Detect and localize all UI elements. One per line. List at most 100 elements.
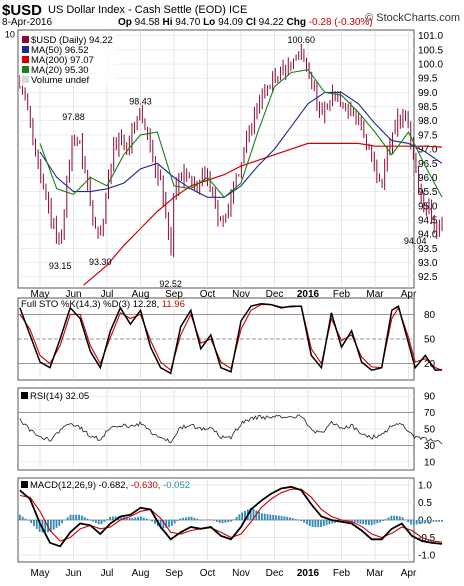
macd-hist-bar <box>398 516 401 520</box>
macd-hist-bar <box>210 519 213 520</box>
macd-hist-bar <box>418 520 421 524</box>
macd-y-tick: 0.5 <box>418 498 432 509</box>
macd-hist-bar <box>109 516 111 520</box>
macd-hist-bar <box>44 520 47 533</box>
macd-hist-bar <box>230 520 232 522</box>
macd-hist-bar <box>106 519 109 520</box>
sto-k-line <box>19 302 443 375</box>
macd-hist-bar <box>86 518 89 520</box>
macd-hist-bar <box>176 520 179 522</box>
x-tick-label-bottom: Aug <box>132 568 150 579</box>
macd-hist-bar <box>72 514 75 520</box>
macd-hist-bar <box>407 520 410 523</box>
macd-hist-bar <box>213 520 215 521</box>
legend-sto: Full STO %K(14,3) %D(3) 12.28, 11.96 <box>21 299 185 310</box>
macd-hist-bar <box>396 515 398 520</box>
macd-hist-bar <box>221 520 224 524</box>
legend-swatch-volume <box>22 76 29 83</box>
macd-hist-bar <box>238 514 241 520</box>
x-tick-label-top: Jul <box>101 289 114 300</box>
macd-hist-bar <box>187 516 190 520</box>
macd-hist-bar <box>421 520 424 524</box>
x-tick-label-top: Dec <box>266 289 284 300</box>
rsi-legend: RSI(14) 32.05 <box>21 391 89 402</box>
macd-hist-bar <box>241 512 244 520</box>
ohlc-readout: Op 94.58 Hi 94.70 Lo 94.09 Cl 94.22 Chg … <box>118 17 373 28</box>
sto-y-tick: 50 <box>424 335 436 346</box>
macd-y-tick: -0.5 <box>418 533 436 544</box>
x-tick-label-top: May <box>31 289 50 300</box>
legend-macd-value: MACD(12,26,9) -0.682, <box>30 480 128 491</box>
x-tick-label-top: 2016 <box>297 289 320 300</box>
macd-hist-bar <box>331 520 334 524</box>
price-y-tick: 98.5 <box>418 102 438 113</box>
x-tick-label-bottom: Jul <box>101 568 114 579</box>
macd-hist-bar <box>289 517 291 520</box>
price-y-tick: 95.5 <box>418 187 438 198</box>
sto-y-tick: 80 <box>424 310 436 321</box>
x-tick-label-bottom: 2016 <box>297 568 320 579</box>
macd-hist-bar <box>224 520 227 523</box>
macd-hist-bar <box>325 520 328 526</box>
rsi-y-tick: 30 <box>424 441 436 452</box>
price-annotation: 93.30 <box>89 257 112 267</box>
x-tick-label-bottom: May <box>31 568 50 579</box>
macd-hist-bar <box>294 519 297 520</box>
low-value: 94.09 <box>218 17 244 28</box>
macd-hist-bar <box>30 520 33 524</box>
macd-hist-bar <box>384 519 387 520</box>
macd-hist-bar <box>227 520 230 523</box>
price-annotation: 98.43 <box>129 97 152 107</box>
macd-hist-bar <box>367 520 370 525</box>
price-y-tick: 93.0 <box>418 258 438 269</box>
low-label: Lo <box>203 17 216 28</box>
rsi-y-tick: 50 <box>424 425 436 436</box>
price-annotation: 97.88 <box>62 112 85 122</box>
x-tick-label-top: Feb <box>333 289 351 300</box>
price-y-tick: 93.5 <box>418 244 438 255</box>
macd-hist-bar <box>24 518 27 520</box>
macd-hist-bar <box>283 516 286 520</box>
legend-swatch-ma50 <box>22 46 29 53</box>
macd-hist-bar <box>94 520 97 523</box>
macd-hist-bar <box>168 520 170 528</box>
macd-hist-bar <box>314 520 317 527</box>
macd-hist-bar <box>351 520 353 522</box>
legend-sto-k: Full STO %K(14,3) %D(3) 12.28, <box>21 299 159 310</box>
instrument-name: US Dollar Index - Cash Settle (EOD) ICE <box>48 4 248 16</box>
macd-hist-bar <box>134 517 137 520</box>
price-annotation: 94.04 <box>404 236 427 246</box>
macd-hist-bar <box>275 515 277 520</box>
macd-hist-bar <box>300 520 303 522</box>
macd-hist-bar <box>61 520 64 524</box>
macd-hist-bar <box>69 514 72 520</box>
macd-hist-bar <box>393 515 396 520</box>
stockcharts-logo: © StockCharts.com <box>365 12 460 24</box>
macd-hist-bar <box>322 520 325 527</box>
macd-hist-bar <box>33 520 35 526</box>
price-y-tick: 97.0 <box>418 145 438 156</box>
price-y-tick: 94.0 <box>418 230 438 241</box>
macd-hist-bar <box>131 517 134 520</box>
macd-hist-bar <box>311 520 314 527</box>
macd-hist-bar <box>401 517 404 520</box>
price-y-tick: 99.5 <box>418 74 438 85</box>
macd-y-tick: -1.0 <box>418 551 436 562</box>
macd-hist-bar <box>97 520 100 525</box>
x-tick-label-bottom: Oct <box>200 568 216 579</box>
legend-price: $USD (Daily) 94.22 <box>31 35 113 46</box>
macd-hist-bar <box>154 520 156 524</box>
legend-rsi: RSI(14) 32.05 <box>30 391 89 402</box>
legend-volume: Volume undef <box>31 75 89 86</box>
price-panel: 101.0 100.5 100.0 99.5 99.0 98.5 98.0 97.5 97.0 9… <box>5 29 444 289</box>
price-y-tick: 98.0 <box>418 116 438 127</box>
macd-hist-bar <box>269 514 272 520</box>
quote-date: 8-Apr-2016 <box>2 17 53 28</box>
macd-hist-bar <box>173 520 176 524</box>
macd-hist-bar <box>317 520 320 527</box>
sto-y-tick: 20 <box>424 359 436 370</box>
macd-hist-bar <box>55 520 58 528</box>
x-tick-label-top: Aug <box>132 289 150 300</box>
macd-hist-bar <box>78 514 80 520</box>
